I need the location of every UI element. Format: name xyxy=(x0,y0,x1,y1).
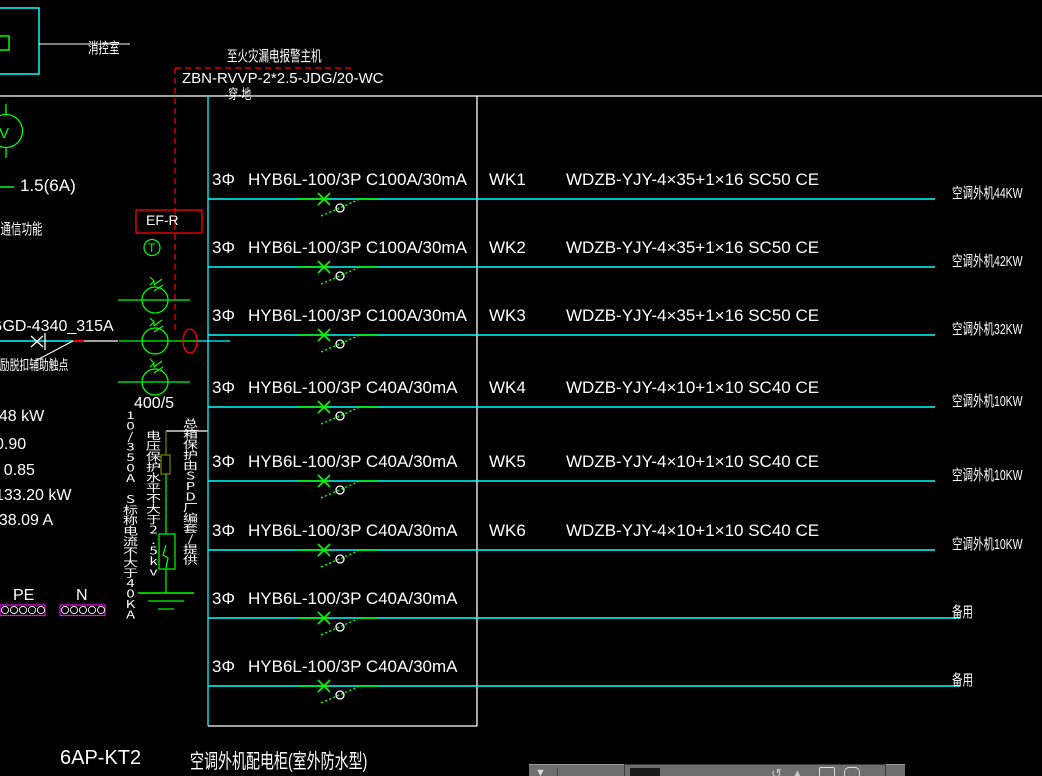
svg-text:T: T xyxy=(148,241,156,255)
svg-text:V: V xyxy=(0,125,9,142)
svg-text:EF-R: EF-R xyxy=(146,212,179,228)
